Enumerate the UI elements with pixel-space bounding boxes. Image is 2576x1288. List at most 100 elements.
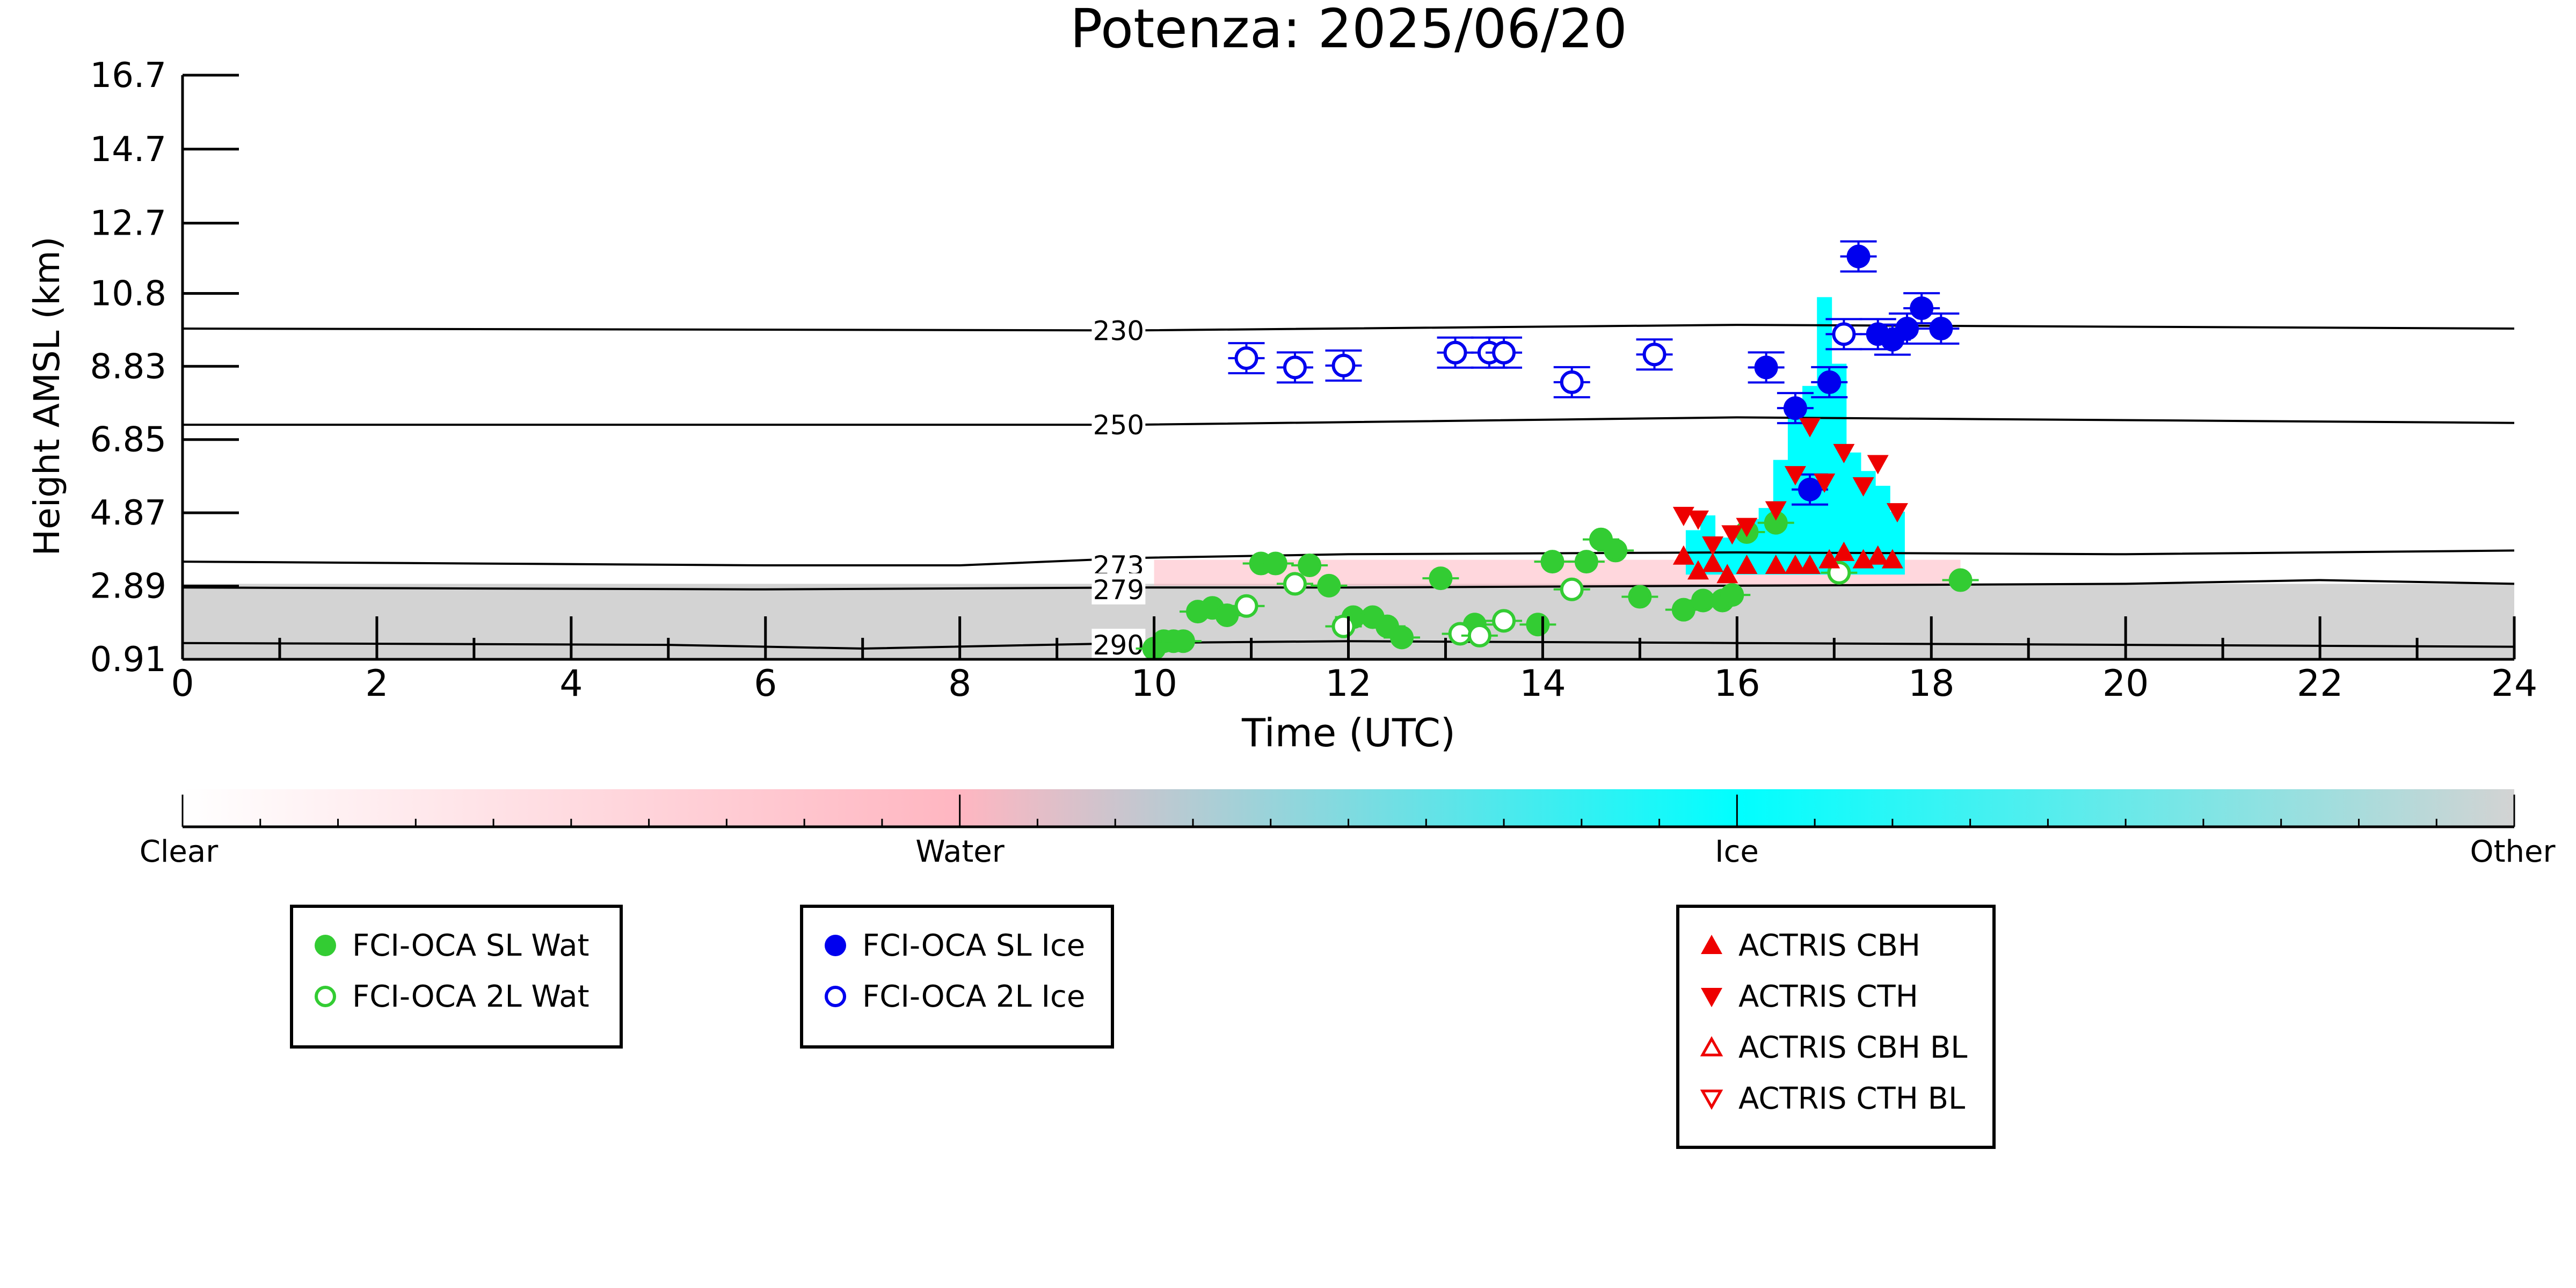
x-tick-label: 2 [365,663,388,705]
2l-wat-point [1331,614,1356,638]
classification-colorbar: Clear Water Ice Other [140,789,2556,869]
isotherm-label-bg [1091,409,1146,440]
isotherm-label-279: 279 [1093,574,1144,606]
isotherm-label-bg [1091,314,1146,346]
sl-ice-point [1910,296,1934,321]
sl-wat-point [1720,583,1744,607]
sl-wat-point [1298,553,1322,577]
legend-label: ACTRIS CTH [1738,979,1918,1014]
legend-entry-sl-wat: FCI-OCA SL Wat [309,921,590,970]
x-tick-label: 6 [754,663,777,705]
2l-ice-point [1642,343,1667,367]
sl-wat-point [1540,550,1564,574]
cth-point [1784,466,1806,486]
isotherm-label-290: 290 [1093,630,1144,661]
sl-wat-point [1429,566,1453,591]
sl-ice-point [1754,355,1778,380]
y-tick-label: 6.85 [90,420,167,460]
cbh-point [1687,560,1709,580]
y-tick-label: 8.83 [90,347,167,387]
y-tick-label: 4.87 [90,493,167,533]
legend-label: ACTRIS CBH BL [1738,1030,1968,1065]
colorbar-label-ice: Ice [1715,834,1759,869]
y-tick-label: 2.89 [90,567,167,607]
2l-ice-point [1234,346,1258,370]
sl-wat-point [1604,539,1628,563]
y-tick-label: 12.7 [90,204,167,244]
sl-wat-point [1263,551,1287,576]
filled-circle-icon [825,935,846,956]
sl-wat-point [1317,573,1341,598]
ice-class-column [1831,363,1847,575]
cbh-point [1765,554,1787,574]
isotherm-230 [182,324,2515,332]
isotherm-250 [183,416,2515,426]
cth-point [1736,518,1758,537]
open-circle-icon [315,986,336,1007]
cth-point [1867,455,1889,475]
x-tick-label: 4 [559,663,583,705]
filled-circle-icon [315,935,336,956]
x-tick-label: 20 [2102,663,2149,705]
cth-point [1852,477,1874,497]
legend-entry-sl-ice: FCI-OCA SL Ice [819,921,1085,970]
cth-point [1799,418,1821,438]
legend-entry-2l-ice: FCI-OCA 2L Ice [819,972,1085,1021]
isotherm-273 [182,549,2515,566]
sl-wat-point [1526,613,1550,637]
open-circle-icon [825,986,846,1007]
isotherm-label-250: 250 [1093,410,1144,441]
legend-label: ACTRIS CBH [1738,928,1921,963]
y-tick-label: 16.7 [90,56,167,96]
legend-actris: ACTRIS CBH ACTRIS CTH ACTRIS CBH BL ACTR… [1676,905,1996,1149]
legend-label: FCI-OCA SL Ice [862,928,1086,963]
x-axis-label: Time (UTC) [1241,710,1456,755]
cth-point [1702,536,1724,556]
x-tick-label: 8 [948,663,971,705]
cth-point [1814,473,1836,493]
cbh-point [1799,554,1821,574]
2l-ice-point [1832,322,1856,346]
sl-wat-point [1671,598,1695,622]
cbh-point [1702,552,1724,572]
2l-wat-point [1560,577,1584,601]
cbh-point [1784,554,1806,574]
legend-entry-cbh: ACTRIS CBH [1695,921,1920,970]
cth-point [1765,501,1787,521]
legend-entry-cth: ACTRIS CTH [1695,972,1918,1021]
colorbar-label-other: Other [2470,834,2556,869]
x-tick-label: 0 [171,663,194,705]
x-tick-label: 22 [2297,663,2344,705]
isotherm-290 [182,640,2515,650]
legend-entry-2l-wat: FCI-OCA 2L Wat [309,972,590,1021]
y-axis-label: Height AMSL (km) [26,237,68,556]
cbh-point [1818,549,1840,569]
sl-wat-point [1215,603,1239,628]
2l-ice-point [1331,353,1356,377]
legend-ice: FCI-OCA SL Ice FCI-OCA 2L Ice [800,905,1114,1049]
2l-wat-point [1492,609,1516,633]
x-tick-label: 16 [1714,663,1760,705]
cbh-point [1881,549,1903,569]
y-tick-label: 10.8 [90,274,167,314]
x-tick-label: 14 [1519,663,1566,705]
legend-label: ACTRIS CTH BL [1738,1081,1966,1116]
triangle-up-icon [1701,935,1722,954]
colorbar-label-water: Water [915,834,1005,869]
2l-ice-point [1560,370,1584,394]
sl-ice-point [1846,244,1871,268]
retrieval-markers [1136,240,1979,661]
open-triangle-up-icon [1700,1036,1723,1057]
sl-ice-point [1929,316,1953,340]
colorbar-label-clear: Clear [140,834,219,869]
cbh-point [1867,545,1889,565]
sl-ice-point [1783,396,1807,420]
legend-label: FCI-OCA 2L Wat [352,979,590,1014]
x-tick-label: 10 [1131,663,1177,705]
legend-water: FCI-OCA SL Wat FCI-OCA 2L Wat [290,905,623,1049]
2l-wat-point [1448,622,1472,646]
x-tick-label: 12 [1325,663,1372,705]
